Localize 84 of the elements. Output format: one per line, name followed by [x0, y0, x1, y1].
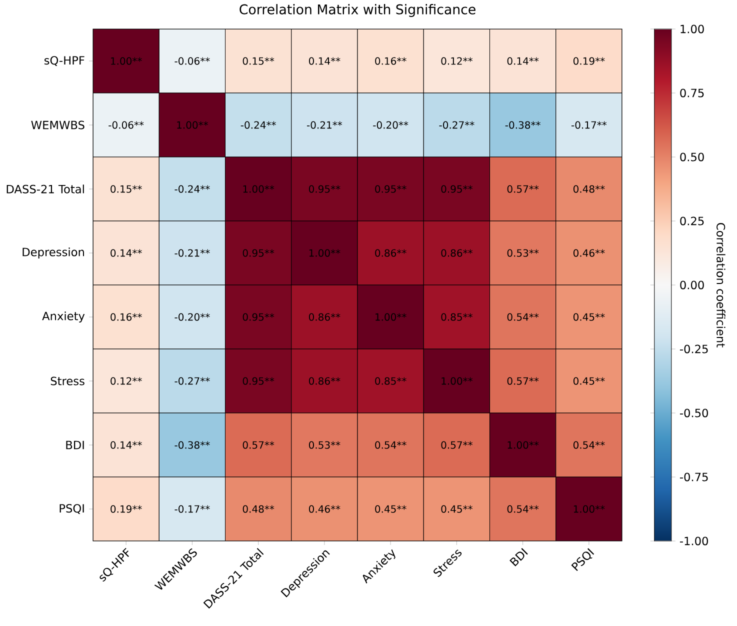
- data-label: 1.00**: [111, 57, 142, 65]
- data-label: 0.53**: [507, 249, 539, 257]
- data-label: -0.27**: [439, 121, 474, 129]
- y-tick-label: Anxiety: [42, 312, 85, 322]
- data-label: 0.45**: [441, 505, 473, 513]
- data-label: 0.54**: [573, 441, 605, 449]
- data-label: 0.19**: [110, 505, 142, 513]
- color-bar-label: -1.00: [680, 536, 708, 546]
- data-label: 0.95**: [242, 313, 274, 321]
- data-label: 0.19**: [573, 57, 605, 65]
- data-label: 0.86**: [308, 313, 340, 321]
- data-label: 0.57**: [507, 185, 539, 193]
- color-bar-label: 0.50: [680, 152, 704, 162]
- data-label: -0.06**: [108, 121, 144, 129]
- data-label: 0.48**: [242, 505, 274, 513]
- data-label: 0.12**: [110, 377, 142, 385]
- data-label: 0.53**: [308, 441, 340, 449]
- data-label: -0.24**: [240, 121, 276, 129]
- data-label: 0.14**: [110, 249, 142, 257]
- data-label: 1.00**: [508, 441, 539, 449]
- y-tick-label: WEMWBS: [31, 120, 84, 130]
- data-label: 0.54**: [507, 313, 539, 321]
- data-label: 1.00**: [309, 249, 340, 257]
- y-tick-label: PSQI: [60, 504, 84, 514]
- data-label: 0.54**: [507, 505, 539, 513]
- data-label: 0.95**: [308, 185, 340, 193]
- data-label: -0.17**: [571, 121, 607, 129]
- data-label: 0.15**: [242, 57, 274, 65]
- data-label: -0.24**: [174, 185, 210, 193]
- data-label: 0.95**: [242, 249, 274, 257]
- data-label: 0.46**: [573, 249, 605, 257]
- data-label: 0.57**: [242, 441, 274, 449]
- data-label: 0.86**: [308, 377, 340, 385]
- data-label: 1.00**: [243, 185, 274, 193]
- color-bar-label: -0.75: [680, 472, 708, 482]
- data-label: 0.14**: [110, 441, 142, 449]
- color-bar-label: 0.00: [680, 280, 704, 290]
- data-label: -0.20**: [174, 313, 210, 321]
- data-label: -0.38**: [505, 121, 540, 129]
- data-label: -0.21**: [306, 121, 342, 129]
- data-label: -0.38**: [174, 441, 210, 449]
- data-label: 0.86**: [375, 249, 406, 257]
- data-label: 0.57**: [441, 441, 473, 449]
- data-label: 0.85**: [441, 313, 473, 321]
- y-tick-label: Depression: [22, 248, 84, 258]
- color-bar-title: Correlation coefficient: [716, 223, 726, 348]
- data-label: -0.27**: [174, 377, 210, 385]
- data-label: 0.15**: [110, 185, 142, 193]
- data-label: 0.54**: [375, 441, 406, 449]
- data-label: 0.57**: [507, 377, 539, 385]
- y-tick-label: DASS-21 Total: [6, 184, 84, 194]
- data-label: 0.12**: [441, 57, 473, 65]
- chart-title: Correlation Matrix with Significance: [240, 4, 476, 17]
- data-label: 0.85**: [375, 377, 406, 385]
- data-label: 0.16**: [375, 57, 406, 65]
- data-label: 0.14**: [507, 57, 539, 65]
- data-label: 0.95**: [242, 377, 274, 385]
- data-label: 1.00**: [442, 377, 473, 385]
- data-label: 0.46**: [308, 505, 340, 513]
- data-label: 0.45**: [375, 505, 406, 513]
- y-tick-label: sQ-HPF: [44, 56, 84, 66]
- data-label: 0.48**: [573, 185, 605, 193]
- data-label: 1.00**: [376, 313, 406, 321]
- data-label: 1.00**: [574, 505, 605, 513]
- data-label: 0.14**: [308, 57, 340, 65]
- data-label: -0.21**: [174, 249, 210, 257]
- color-bar-label: -0.50: [680, 408, 708, 418]
- data-label: 0.16**: [110, 313, 142, 321]
- data-label: 1.00**: [177, 121, 208, 129]
- y-tick-label: Stress: [50, 376, 84, 386]
- color-bar-label: 0.25: [680, 216, 704, 226]
- color-bar-label: -0.25: [680, 344, 708, 354]
- x-tick-label: BDI: [510, 548, 528, 566]
- data-label: 0.45**: [573, 313, 605, 321]
- data-label: -0.20**: [373, 121, 408, 129]
- data-label: 0.45**: [573, 377, 605, 385]
- data-label: -0.06**: [174, 57, 210, 65]
- y-tick-label: BDI: [66, 440, 84, 450]
- data-label: 0.95**: [441, 185, 473, 193]
- data-label: -0.17**: [174, 505, 210, 513]
- data-label: 0.95**: [375, 185, 406, 193]
- color-bar-label: 0.75: [680, 88, 704, 98]
- data-label: 0.86**: [441, 249, 473, 257]
- color-bar-label: 1.00: [680, 24, 704, 34]
